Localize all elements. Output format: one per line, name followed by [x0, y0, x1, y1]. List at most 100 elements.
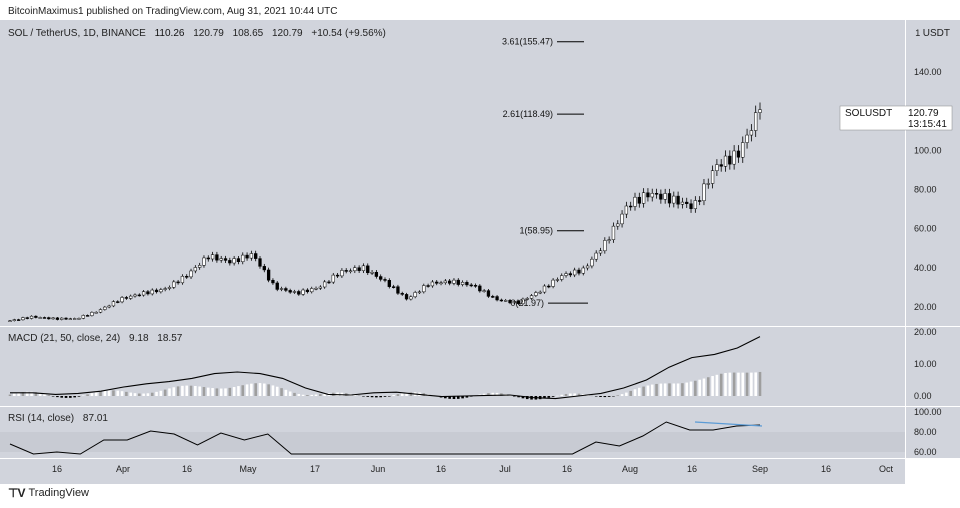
author-name[interactable]: BitcoinMaximus1 — [8, 6, 84, 17]
macd-histogram-bar — [288, 391, 292, 396]
rsi-indicator: 100.00 80.00 60.00 — [0, 407, 942, 457]
time-tick-label: 16 — [436, 464, 446, 474]
macd-histogram-bar — [353, 394, 357, 396]
candle-body — [439, 282, 443, 285]
macd-tick-label: 10.00 — [914, 359, 937, 369]
macd-histogram-bar — [525, 396, 529, 400]
candle-body — [473, 285, 478, 287]
time-axis[interactable] — [0, 458, 905, 484]
macd-histogram-bar — [569, 393, 572, 396]
macd-histogram-bar — [366, 396, 370, 397]
macd-histogram-bar — [745, 372, 749, 396]
candle-body — [698, 200, 702, 202]
candle-body — [749, 130, 754, 136]
time-tick-label: Jun — [371, 464, 386, 474]
macd-histogram-bar — [689, 381, 693, 396]
candle-body — [305, 289, 310, 293]
candle-body — [594, 252, 598, 260]
candle-body — [443, 280, 447, 284]
candle-body — [301, 289, 305, 295]
macd-histogram-bar — [275, 386, 279, 396]
candle-body — [77, 318, 81, 320]
macd-histogram-bar — [51, 396, 55, 397]
candle-body — [94, 311, 98, 314]
macd-histogram-bar — [513, 396, 516, 397]
candle-body — [732, 150, 736, 165]
macd-histogram-bar — [638, 387, 641, 396]
candle-body — [495, 296, 499, 301]
publish-header: BitcoinMaximus1 published on TradingView… — [8, 6, 338, 17]
fib-label: 1(58.95) — [519, 226, 553, 236]
macd-histogram-bar — [383, 396, 387, 397]
macd-histogram-bar — [758, 371, 762, 396]
macd-histogram-bar — [750, 372, 753, 396]
macd-histogram-bar — [625, 392, 628, 396]
candle-body — [715, 164, 719, 171]
candle-body — [193, 267, 197, 272]
candle-body — [689, 203, 693, 209]
candle-body — [598, 250, 603, 254]
macd-histogram-bar — [86, 394, 89, 396]
candle-body — [396, 286, 400, 294]
candle-body — [616, 223, 620, 227]
tradingview-footer[interactable]: ⊤V TradingView — [8, 486, 89, 500]
candle-body — [551, 279, 555, 287]
macd-histogram-bar — [362, 396, 365, 397]
rsi-divergence-line — [694, 421, 763, 427]
candle-body — [379, 276, 383, 280]
price-tag[interactable]: SOLUSDT 120.79 13:15:41 — [839, 105, 953, 131]
macd-histogram-bar — [241, 385, 245, 396]
chart-area[interactable]: SOL / TetherUS, 1D, BINANCE 110.26 120.7… — [0, 20, 960, 486]
candle-body — [383, 279, 387, 281]
candle-body — [409, 296, 413, 300]
macd-histogram-bar — [448, 396, 451, 399]
candle-body — [685, 201, 689, 204]
macd-histogram-bar — [38, 392, 42, 396]
candle-body — [42, 317, 47, 319]
candle-body — [55, 317, 60, 320]
candle-body — [577, 269, 581, 274]
candle-body — [292, 291, 297, 293]
candle-body — [620, 213, 624, 225]
macd-histogram-bar — [198, 386, 201, 396]
candle-body — [706, 183, 710, 185]
macd-histogram-bar — [90, 393, 94, 396]
time-tick-label: 16 — [562, 464, 572, 474]
macd-histogram-bar — [310, 394, 314, 396]
price-pane[interactable] — [0, 20, 905, 326]
candle-body — [241, 254, 245, 262]
fib-label: 3.61(155.47) — [502, 37, 553, 47]
price-tag-price: 120.79 — [908, 108, 939, 119]
candle-body — [676, 195, 680, 205]
macd-pane[interactable] — [0, 327, 905, 406]
candle-body — [185, 276, 189, 278]
macd-histogram-bar — [254, 383, 257, 396]
candle-body — [560, 275, 564, 280]
candle-body — [482, 290, 486, 292]
rsi-band — [0, 432, 905, 452]
time-axis-ticks: 16 Apr 16 May 17 Jun 16 Jul 16 Aug 16 Sep 16 Oct — [52, 464, 894, 474]
candle-body — [374, 272, 379, 277]
candle-body — [236, 258, 241, 262]
candle-body — [624, 205, 629, 215]
macd-histogram-bar — [612, 396, 615, 397]
macd-histogram-bar — [142, 393, 145, 396]
tradingview-logo-icon: ⊤V — [8, 486, 25, 500]
macd-histogram-bar — [642, 386, 645, 396]
macd-histogram-bar — [396, 394, 400, 396]
macd-histogram-bar — [663, 383, 667, 396]
candle-body — [198, 265, 202, 268]
macd-histogram-bar — [250, 383, 253, 396]
candle-body — [469, 284, 473, 287]
candle-body — [124, 297, 129, 299]
macd-histogram-bar — [133, 393, 137, 396]
price-axis[interactable] — [905, 20, 960, 458]
candle-body — [176, 281, 180, 284]
macd-histogram-bar — [232, 387, 236, 396]
macd-histogram-bar — [461, 396, 464, 399]
candle-body — [258, 258, 262, 267]
candle-body — [38, 317, 42, 319]
candle-body — [430, 281, 435, 287]
candle-body — [223, 258, 228, 261]
ohlc-open: 110.26 — [155, 28, 185, 39]
